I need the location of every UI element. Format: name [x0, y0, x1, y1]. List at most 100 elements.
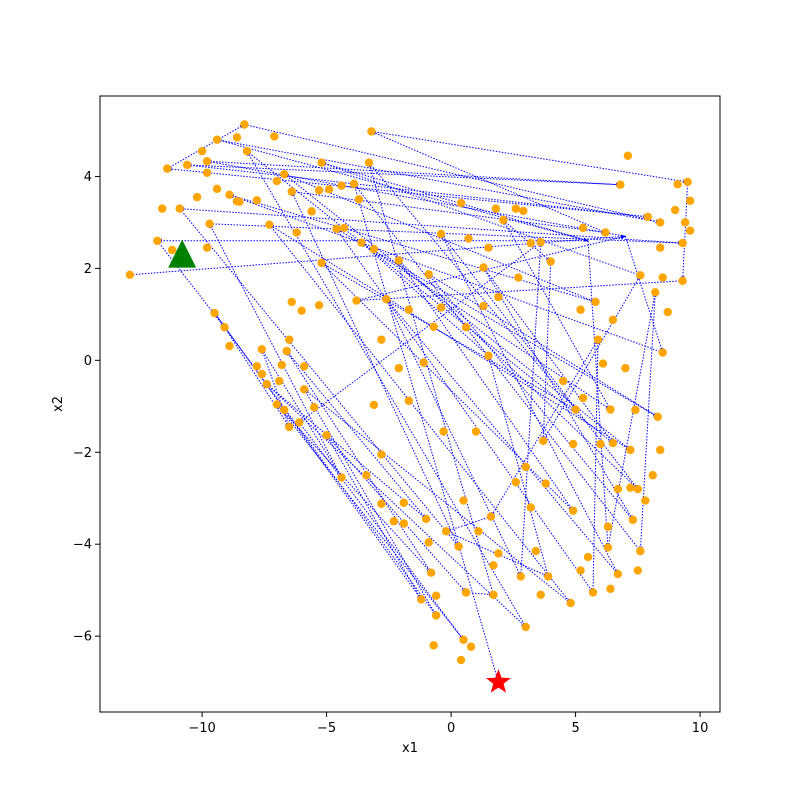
data-point — [466, 642, 476, 651]
path-segment — [440, 233, 639, 490]
path-segment — [361, 242, 489, 357]
data-point — [339, 223, 349, 233]
data-point — [499, 215, 508, 225]
data-point — [426, 568, 436, 577]
data-point — [192, 192, 202, 202]
data-point — [591, 297, 600, 307]
data-point — [685, 226, 695, 235]
path-segment — [321, 262, 574, 512]
data-point — [285, 335, 294, 344]
data-point — [394, 363, 403, 373]
data-point — [377, 499, 386, 508]
path-segment — [445, 516, 492, 532]
y-axis: −6 −4 −2 0 2 4 — [73, 170, 100, 645]
data-point — [153, 236, 162, 246]
data-point — [576, 566, 585, 575]
data-point — [125, 270, 135, 280]
path-segment — [502, 219, 611, 410]
data-point — [297, 306, 306, 315]
data-point — [454, 542, 463, 551]
data-point — [479, 301, 488, 311]
data-point — [262, 380, 272, 389]
path-segment — [224, 326, 290, 428]
data-point — [636, 546, 645, 556]
data-point — [307, 207, 316, 216]
data-point — [277, 360, 286, 370]
data-point — [282, 346, 291, 356]
data-point — [175, 204, 184, 213]
path-segment — [206, 160, 626, 237]
data-point — [598, 359, 608, 368]
path-segment — [276, 404, 464, 641]
y-tick-label: 0 — [84, 354, 92, 369]
data-point — [225, 341, 234, 351]
data-point — [526, 503, 535, 512]
path-segment — [283, 173, 596, 303]
data-point — [626, 445, 635, 455]
data-point — [314, 186, 324, 195]
data-point — [626, 483, 635, 492]
data-point — [225, 190, 234, 200]
data-point — [456, 655, 466, 665]
data-point — [324, 185, 334, 194]
data-point — [511, 477, 521, 487]
path-segment — [326, 434, 467, 593]
data-point — [494, 549, 503, 558]
path-segment — [490, 339, 599, 518]
path-segment — [268, 224, 631, 451]
path-segment — [361, 242, 611, 410]
x-axis-label: x1 — [402, 741, 418, 756]
data-point — [656, 218, 665, 227]
data-point — [621, 363, 630, 373]
data-point — [287, 187, 296, 196]
data-point — [421, 514, 431, 524]
path-segment — [214, 312, 422, 600]
data-point — [270, 132, 279, 141]
data-point — [558, 376, 568, 386]
data-point — [521, 622, 530, 632]
data-point — [536, 237, 545, 247]
data-point — [683, 177, 692, 187]
path-segment — [371, 130, 689, 184]
path-segment — [440, 233, 619, 575]
data-point — [332, 224, 341, 234]
data-point — [382, 294, 391, 304]
data-point — [491, 204, 501, 213]
data-point — [352, 296, 361, 305]
data-point — [633, 566, 643, 575]
data-point — [367, 127, 376, 136]
path-segment — [214, 312, 437, 616]
data-point — [486, 512, 496, 521]
data-point — [673, 180, 682, 189]
data-point — [568, 439, 578, 449]
data-point — [436, 303, 446, 312]
data-point — [658, 273, 667, 282]
data-point — [280, 405, 289, 415]
end-marker — [486, 669, 511, 693]
path-segment — [607, 291, 657, 548]
path-segment — [385, 298, 522, 577]
data-point — [514, 273, 523, 282]
data-point — [461, 323, 471, 332]
path-segment — [229, 194, 596, 303]
path-segment — [503, 219, 552, 262]
path-segment — [244, 124, 661, 224]
path-segment — [286, 350, 427, 520]
x-tick-label: 10 — [692, 721, 709, 736]
data-point — [431, 591, 441, 600]
data-point — [399, 519, 408, 528]
data-point — [354, 195, 364, 204]
path-segment — [268, 224, 571, 604]
path-segment — [483, 267, 614, 444]
data-point — [606, 405, 615, 414]
data-point — [613, 569, 623, 579]
data-point — [404, 305, 413, 314]
data-point — [399, 498, 408, 508]
data-point — [479, 263, 488, 272]
data-point — [531, 546, 540, 556]
data-point — [484, 243, 493, 252]
path-segment — [298, 241, 542, 423]
path-segment — [186, 163, 621, 186]
